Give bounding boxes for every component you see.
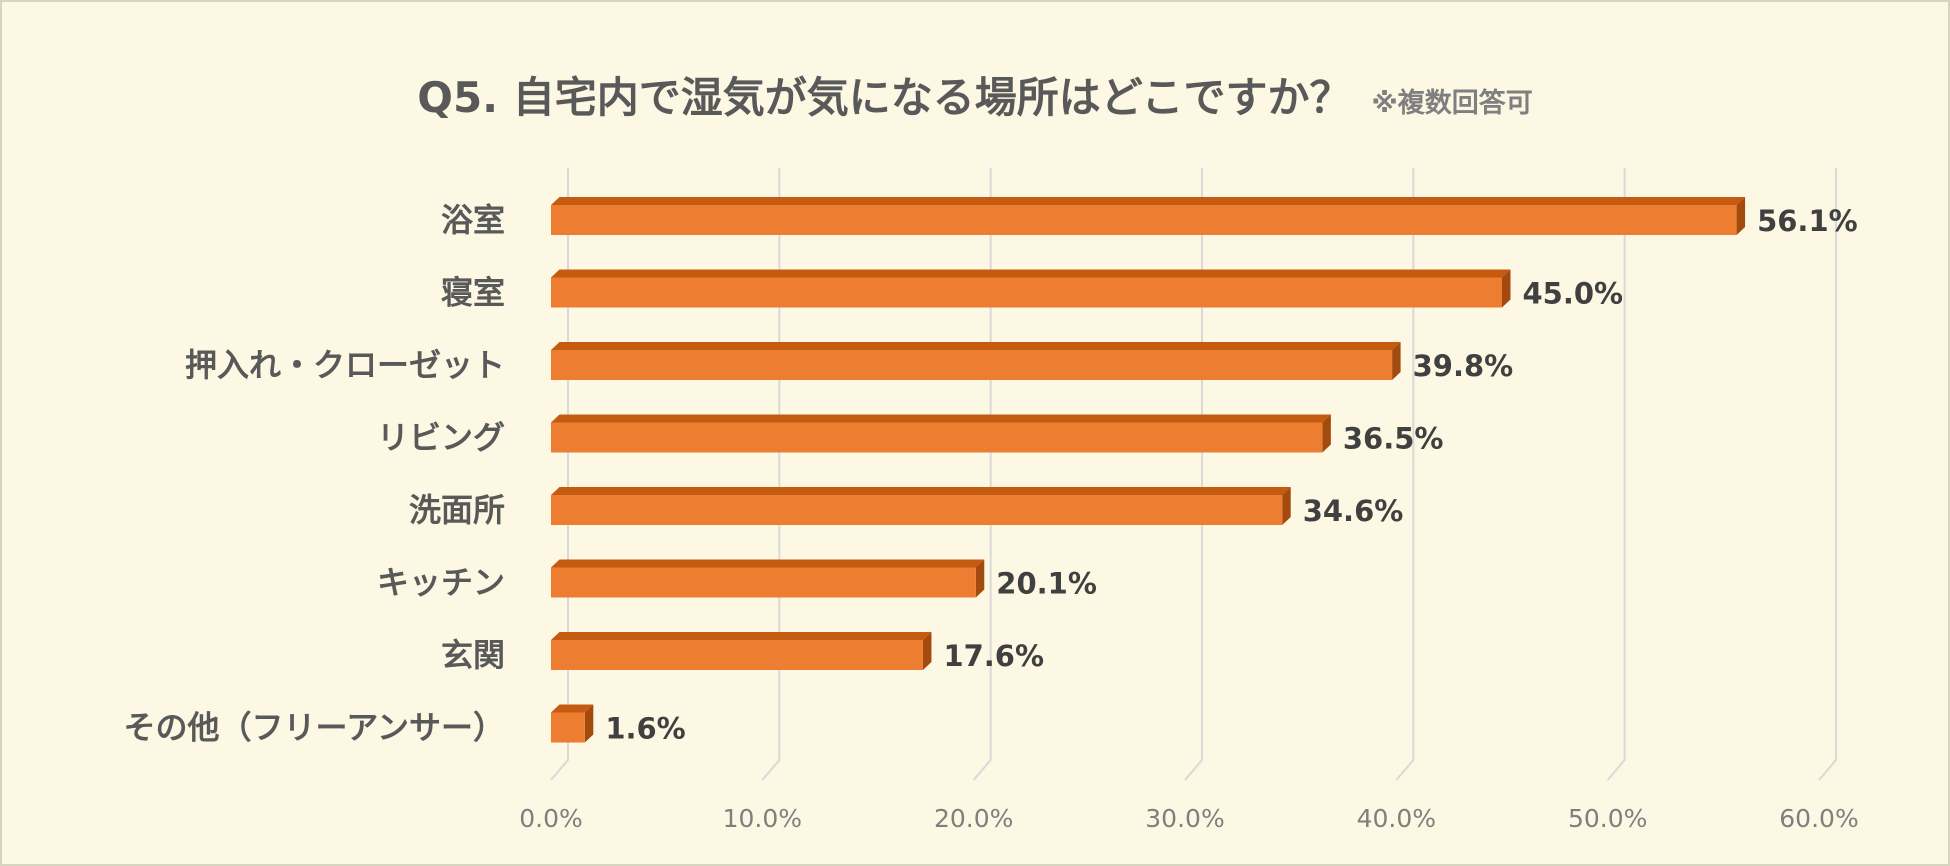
value-label-1: 45.0% xyxy=(1523,277,1624,311)
x-tick-label-3: 30.0% xyxy=(1145,804,1224,833)
gridline-0 xyxy=(550,168,569,781)
bar-top-4 xyxy=(551,487,1291,495)
x-tick-label-2: 20.0% xyxy=(934,804,1013,833)
x-tick-label-0: 0.0% xyxy=(519,804,583,833)
gridline-5 xyxy=(1606,168,1626,781)
bar-side-0 xyxy=(1736,197,1746,235)
bar-top-7 xyxy=(551,704,594,713)
bar-top-3 xyxy=(551,414,1331,423)
bar-0 xyxy=(551,205,1737,235)
value-label-6: 17.6% xyxy=(943,639,1044,673)
chart-title-main: Q5. 自宅内で湿気が気になる場所はどこですか？ xyxy=(417,73,1352,122)
bar-1 xyxy=(551,277,1502,308)
bar-6 xyxy=(551,640,923,670)
bar-top-6 xyxy=(551,632,932,640)
chart-title: Q5. 自宅内で湿気が気になる場所はどこですか？ ※複数回答可 xyxy=(2,64,1948,125)
category-label-6: 玄関 xyxy=(441,636,505,674)
chart-subtitle: ※複数回答可 xyxy=(1371,88,1533,119)
category-label-4: 洗面所 xyxy=(409,491,505,529)
bar-side-7 xyxy=(584,704,594,743)
bar-3 xyxy=(551,422,1323,453)
category-label-7: その他（フリーアンサー） xyxy=(124,709,505,747)
bar-2 xyxy=(551,350,1393,380)
gridline-1 xyxy=(761,168,781,781)
value-label-3: 36.5% xyxy=(1343,422,1444,456)
value-label-0: 56.1% xyxy=(1757,204,1858,238)
bar-side-2 xyxy=(1392,342,1401,380)
bar-5 xyxy=(551,567,976,598)
bar-side-5 xyxy=(975,559,985,598)
gridline-6 xyxy=(1818,168,1837,781)
x-tick-label-5: 50.0% xyxy=(1568,804,1647,833)
x-tick-label-6: 60.0% xyxy=(1779,804,1858,833)
bar-top-1 xyxy=(551,269,1511,278)
bar-side-3 xyxy=(1322,414,1331,453)
gridline-2 xyxy=(972,168,992,781)
bar-top-0 xyxy=(551,197,1746,205)
x-tick-label-1: 10.0% xyxy=(723,804,802,833)
value-label-7: 1.6% xyxy=(605,712,685,746)
value-label-2: 39.8% xyxy=(1413,349,1514,383)
bar-top-2 xyxy=(551,342,1401,350)
bar-side-6 xyxy=(922,632,932,670)
x-tick-label-4: 40.0% xyxy=(1357,804,1436,833)
value-label-4: 34.6% xyxy=(1303,494,1404,528)
bar-side-4 xyxy=(1282,487,1291,525)
category-label-3: リビング xyxy=(377,419,505,457)
category-label-1: 寝室 xyxy=(441,274,505,312)
gridline-4 xyxy=(1395,168,1415,781)
bar-4 xyxy=(551,495,1283,525)
category-label-5: キッチン xyxy=(377,564,505,602)
bar-top-5 xyxy=(551,559,985,568)
gridline-3 xyxy=(1184,168,1203,781)
category-label-2: 押入れ・クローゼット xyxy=(185,346,505,384)
category-label-0: 浴室 xyxy=(441,201,505,239)
bar-7 xyxy=(551,712,585,743)
bar-side-1 xyxy=(1502,269,1511,308)
value-label-5: 20.1% xyxy=(996,567,1097,601)
